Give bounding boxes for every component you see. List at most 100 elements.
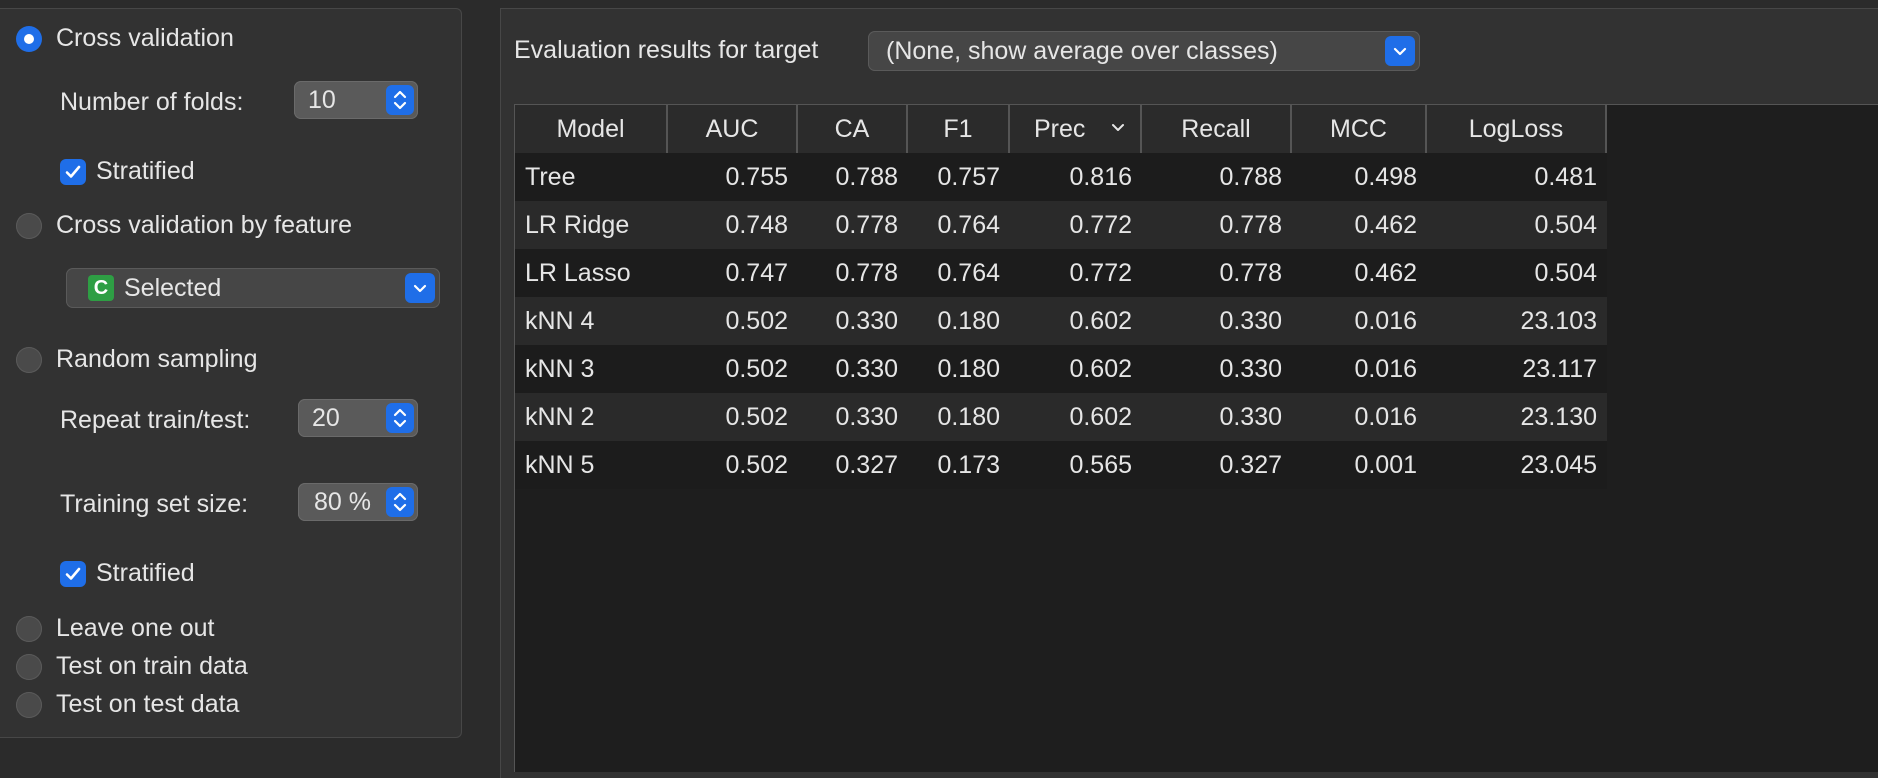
radio-button-icon [16, 691, 42, 718]
radio-test-on-train[interactable]: Test on train data [16, 652, 248, 681]
results-table[interactable]: Model AUC CA F1 Prec Recall MCC LogLoss … [514, 104, 1878, 772]
header-label: MCC [1330, 115, 1387, 143]
metric-cell: 23.045 [1520, 451, 1597, 479]
feature-select[interactable]: C Selected [66, 268, 440, 308]
table-body: Tree 0.755 0.788 0.757 0.816 0.788 0.498 0.481 L… [515, 153, 1607, 489]
table-header: Model AUC CA F1 Prec Recall MCC LogLoss [515, 105, 1607, 153]
metric-cell: 0.602 [1069, 307, 1132, 335]
header-label: AUC [705, 115, 759, 143]
table-row[interactable]: kNN 4 0.502 0.330 0.180 0.602 0.330 0.016 23.10… [515, 297, 1607, 345]
target-label: Evaluation results for target [514, 36, 819, 64]
categorical-badge-icon: C [88, 275, 114, 301]
stratified-cv-checkbox[interactable]: Stratified [60, 157, 195, 186]
radio-test-on-test[interactable]: Test on test data [16, 690, 239, 719]
metric-cell: 0.757 [937, 163, 1000, 191]
metric-cell: 0.772 [1069, 211, 1132, 239]
train-size-spinner[interactable]: 80 % [298, 483, 418, 521]
metric-cell: 0.462 [1354, 211, 1417, 239]
model-name-cell: kNN 2 [525, 403, 595, 431]
metric-cell: 0.330 [1219, 403, 1282, 431]
metric-cell: 0.778 [1219, 259, 1282, 287]
table-row[interactable]: kNN 3 0.502 0.330 0.180 0.602 0.330 0.016 23.11… [515, 345, 1607, 393]
metric-cell: 0.764 [937, 211, 1000, 239]
header-label: CA [834, 115, 870, 143]
metric-cell: 0.748 [725, 211, 788, 239]
checkmark-icon [60, 560, 86, 587]
metric-cell: 23.130 [1520, 403, 1597, 431]
column-header-ca[interactable]: CA [798, 105, 908, 153]
metric-cell: 0.502 [725, 451, 788, 479]
metric-cell: 0.001 [1354, 451, 1417, 479]
table-row[interactable]: kNN 5 0.502 0.327 0.173 0.565 0.327 0.001 23.04… [515, 441, 1607, 489]
sampling-panel [0, 8, 462, 738]
column-header-prec[interactable]: Prec [1010, 105, 1142, 153]
folds-spinner[interactable]: 10 [294, 81, 418, 119]
metric-cell: 0.330 [835, 307, 898, 335]
radio-cv-by-feature[interactable]: Cross validation by feature [16, 211, 352, 240]
header-label: Model [556, 115, 625, 143]
up-down-chevron-icon[interactable] [386, 487, 414, 517]
column-header-f1[interactable]: F1 [908, 105, 1010, 153]
checkbox-label: Stratified [96, 559, 195, 587]
column-header-recall[interactable]: Recall [1142, 105, 1292, 153]
metric-cell: 0.330 [835, 403, 898, 431]
column-header-mcc[interactable]: MCC [1292, 105, 1427, 153]
radio-label: Random sampling [56, 345, 258, 373]
header-label: Prec [1034, 115, 1086, 143]
metric-cell: 0.565 [1069, 451, 1132, 479]
radio-button-icon [16, 615, 42, 642]
model-name-cell: LR Ridge [525, 211, 630, 239]
metric-cell: 0.173 [937, 451, 1000, 479]
metric-cell: 0.180 [937, 403, 1000, 431]
metric-cell: 0.747 [725, 259, 788, 287]
metric-cell: 0.327 [1219, 451, 1282, 479]
metric-cell: 0.504 [1534, 211, 1597, 239]
up-down-chevron-icon[interactable] [386, 85, 414, 115]
train-size-label: Training set size: [60, 490, 249, 518]
metric-cell: 0.788 [1219, 163, 1282, 191]
table-row[interactable]: LR Lasso 0.747 0.778 0.764 0.772 0.778 0.462 0.… [515, 249, 1607, 297]
metric-cell: 0.788 [835, 163, 898, 191]
stratified-rs-checkbox[interactable]: Stratified [60, 559, 195, 588]
folds-label: Number of folds: [60, 88, 244, 116]
table-row[interactable]: LR Ridge 0.748 0.778 0.764 0.772 0.778 0.462 0.… [515, 201, 1607, 249]
column-header-model[interactable]: Model [515, 105, 668, 153]
radio-button-icon [16, 25, 42, 52]
metric-cell: 23.117 [1522, 355, 1597, 383]
metric-cell: 0.602 [1069, 355, 1132, 383]
radio-random-sampling[interactable]: Random sampling [16, 345, 258, 374]
metric-cell: 0.816 [1069, 163, 1132, 191]
metric-cell: 0.330 [1219, 355, 1282, 383]
table-row[interactable]: Tree 0.755 0.788 0.757 0.816 0.788 0.498 0.481 [515, 153, 1607, 201]
radio-label: Leave one out [56, 614, 215, 642]
metric-cell: 0.504 [1534, 259, 1597, 287]
header-label: Recall [1181, 115, 1251, 143]
column-header-auc[interactable]: AUC [668, 105, 798, 153]
sort-descending-icon[interactable] [1110, 105, 1126, 153]
metric-cell: 0.502 [725, 355, 788, 383]
metric-cell: 23.103 [1520, 307, 1597, 335]
radio-cross-validation[interactable]: Cross validation [16, 24, 234, 53]
radio-label: Test on test data [56, 690, 240, 718]
table-row[interactable]: kNN 2 0.502 0.330 0.180 0.602 0.330 0.016 23.13… [515, 393, 1607, 441]
target-select[interactable]: (None, show average over classes) [868, 31, 1420, 71]
metric-cell: 0.755 [725, 163, 788, 191]
model-name-cell: Tree [525, 163, 576, 191]
metric-cell: 0.180 [937, 307, 1000, 335]
radio-button-icon [16, 346, 42, 373]
column-header-logloss[interactable]: LogLoss [1427, 105, 1607, 153]
radio-label: Cross validation [56, 24, 234, 52]
metric-cell: 0.016 [1354, 307, 1417, 335]
radio-label: Cross validation by feature [56, 211, 352, 239]
radio-button-icon [16, 212, 42, 239]
model-name-cell: kNN 3 [525, 355, 595, 383]
radio-leave-one-out[interactable]: Leave one out [16, 614, 214, 643]
checkmark-icon [60, 158, 86, 185]
chevron-down-icon[interactable] [1385, 36, 1415, 66]
model-name-cell: kNN 4 [525, 307, 595, 335]
metric-cell: 0.778 [1219, 211, 1282, 239]
metric-cell: 0.764 [937, 259, 1000, 287]
chevron-down-icon[interactable] [405, 273, 435, 303]
up-down-chevron-icon[interactable] [386, 403, 414, 433]
repeat-spinner[interactable]: 20 [298, 399, 418, 437]
